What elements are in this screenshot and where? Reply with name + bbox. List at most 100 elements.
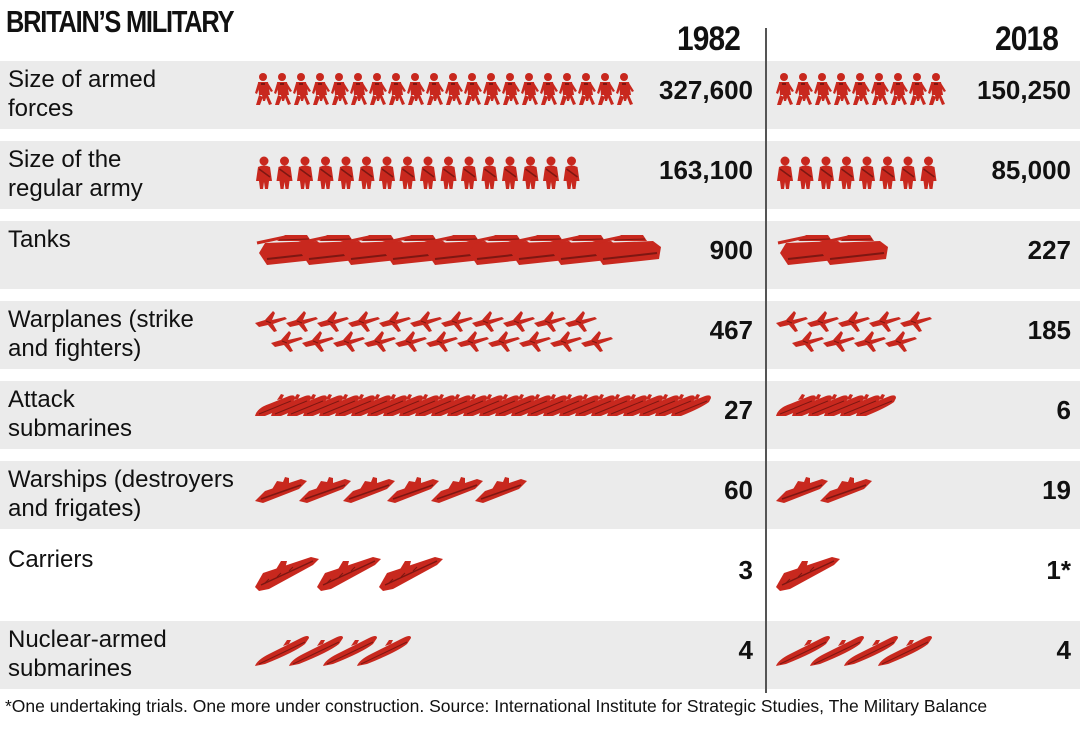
tank-icon xyxy=(819,235,888,265)
value-2018: 227 xyxy=(1027,235,1071,265)
soldier-icon xyxy=(358,156,375,189)
warplane-icon xyxy=(457,331,489,352)
soldier-icon xyxy=(440,156,457,189)
attack-submarine-icon xyxy=(271,394,311,416)
row-label: Attack submarines xyxy=(8,386,133,442)
warplane-icon xyxy=(255,311,287,332)
warplane-icon xyxy=(395,331,427,352)
warplane-icon xyxy=(838,311,870,332)
warplane-icon xyxy=(581,331,613,352)
soldier-marching-icon xyxy=(597,73,615,105)
value-2018: 1* xyxy=(1046,555,1071,585)
attack-submarine-icon xyxy=(840,394,880,416)
nuclear-submarine-icon xyxy=(255,636,309,666)
warplane-icon xyxy=(565,311,597,332)
attack-submarine-icon xyxy=(287,394,327,416)
warplane-icon xyxy=(488,331,520,352)
icon-strip xyxy=(255,311,932,352)
value-2018: 19 xyxy=(1042,475,1071,505)
soldier-marching-icon xyxy=(274,73,292,105)
soldier-icon xyxy=(563,156,580,189)
value-2018: 4 xyxy=(1056,635,1071,665)
attack-submarine-icon xyxy=(447,394,487,416)
soldier-icon xyxy=(838,156,855,189)
soldier-marching-icon xyxy=(890,73,908,105)
soldier-icon xyxy=(900,156,916,189)
soldier-icon xyxy=(777,156,793,189)
soldier-marching-icon xyxy=(331,73,349,105)
column-divider xyxy=(765,28,767,693)
warship-icon xyxy=(255,477,307,503)
attack-submarine-icon xyxy=(623,394,663,416)
warplane-icon xyxy=(364,331,396,352)
soldier-icon xyxy=(379,156,395,189)
attack-submarine-icon xyxy=(792,394,832,416)
nuclear-submarine-icon xyxy=(844,636,898,666)
value-1982: 60 xyxy=(724,475,753,505)
warplane-icon xyxy=(348,311,380,332)
row-7: Carriers 3 1* xyxy=(0,541,1080,609)
soldier-icon xyxy=(317,156,334,189)
warplane-icon xyxy=(379,311,411,332)
warplane-icon xyxy=(900,311,932,332)
row-label: Size of armed forces xyxy=(8,66,157,122)
attack-submarine-icon xyxy=(351,394,391,416)
soldier-marching-icon xyxy=(426,73,444,105)
row-8: Nuclear-armed submarines 4 4 xyxy=(0,621,1080,689)
value-1982: 3 xyxy=(738,555,753,585)
soldier-marching-icon xyxy=(350,73,368,105)
warplane-icon xyxy=(534,311,566,332)
attack-submarine-icon xyxy=(463,394,503,416)
attack-submarine-icon xyxy=(255,394,295,416)
nuclear-submarine-icon xyxy=(357,636,411,666)
warplane-icon xyxy=(776,311,808,332)
nuclear-submarine-icon xyxy=(776,636,830,666)
warplane-icon xyxy=(441,311,473,332)
soldier-icon xyxy=(256,156,272,189)
value-1982: 327,600 xyxy=(659,75,753,105)
soldier-marching-icon xyxy=(814,73,832,105)
attack-submarine-icon xyxy=(575,394,615,416)
soldier-icon xyxy=(818,156,834,189)
soldier-marching-icon xyxy=(369,73,387,105)
value-1982: 900 xyxy=(709,235,753,265)
value-1982: 27 xyxy=(724,395,753,425)
value-1982: 467 xyxy=(709,315,753,345)
soldier-icon xyxy=(297,156,313,189)
attack-submarine-icon xyxy=(856,394,896,416)
warship-icon xyxy=(431,477,483,503)
footnote: *One undertaking trials. One more under … xyxy=(5,696,988,716)
icon-strip xyxy=(255,394,896,416)
soldier-marching-icon xyxy=(871,73,889,105)
warplane-icon xyxy=(550,331,582,352)
attack-submarine-icon xyxy=(367,394,407,416)
soldier-icon xyxy=(338,156,354,189)
soldier-icon xyxy=(920,156,937,189)
soldier-icon xyxy=(859,156,875,189)
chart-title: BRITAIN’S MILITARY xyxy=(6,4,235,39)
attack-submarine-icon xyxy=(303,394,343,416)
attack-submarine-icon xyxy=(495,394,535,416)
warplane-icon xyxy=(410,311,442,332)
soldier-icon xyxy=(543,156,559,189)
warship-icon xyxy=(820,477,872,503)
soldier-icon xyxy=(879,156,896,189)
icon-strip xyxy=(256,235,888,265)
warplane-icon xyxy=(869,311,901,332)
attack-submarine-icon xyxy=(479,394,519,416)
soldier-marching-icon xyxy=(559,73,577,105)
warplane-icon xyxy=(807,311,839,332)
warplane-icon xyxy=(317,311,349,332)
attack-submarine-icon xyxy=(824,394,864,416)
attack-submarine-icon xyxy=(543,394,583,416)
soldier-marching-icon xyxy=(464,73,482,105)
carrier-icon xyxy=(379,557,443,591)
soldier-icon xyxy=(481,156,498,189)
column-header-1982: 1982 xyxy=(676,20,741,58)
attack-submarine-icon xyxy=(335,394,375,416)
warplane-icon xyxy=(854,331,886,352)
row-label: Tanks xyxy=(8,226,71,253)
attack-submarine-icon xyxy=(655,394,695,416)
warplane-icon xyxy=(472,311,504,332)
warplane-icon xyxy=(885,331,917,352)
